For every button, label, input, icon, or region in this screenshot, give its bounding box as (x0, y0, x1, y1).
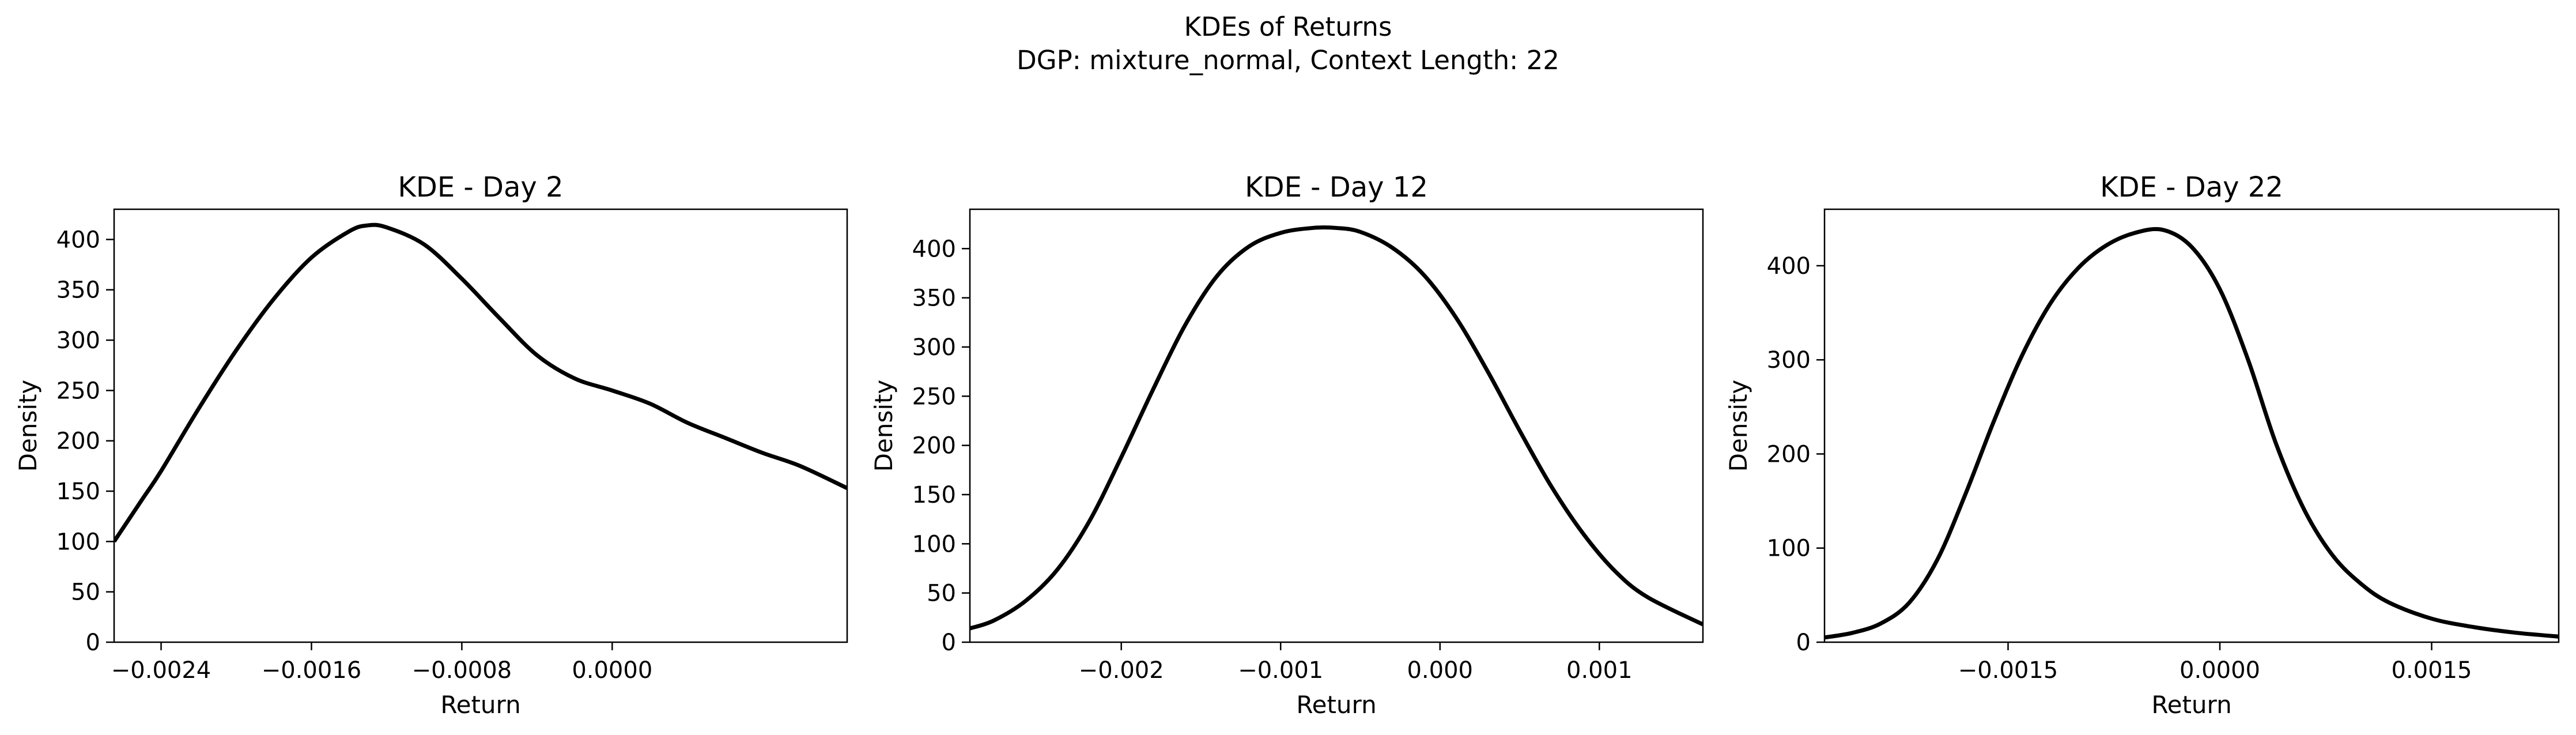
x-tick-label: 0.001 (1566, 657, 1633, 684)
y-axis-label: Density (1724, 380, 1752, 472)
x-tick-label: −0.0016 (262, 657, 361, 684)
y-tick-label: 250 (56, 378, 100, 404)
axes-frame-2 (1823, 208, 2560, 643)
x-tick-label: 0.0015 (2392, 657, 2472, 684)
y-tick-label: 300 (912, 334, 956, 361)
y-tick-label: 350 (56, 277, 100, 304)
kde-panel-day-12: KDE - Day 12 −0.002 −0.001 0.000 0.001 0 50 100… (870, 171, 1704, 719)
x-tick-label: 0.000 (1407, 657, 1473, 684)
y-tick-label: 300 (1767, 347, 1811, 374)
kde-panel-day-22: KDE - Day 22 −0.0015 0.0000 0.0015 0 100 200 30… (1724, 171, 2560, 719)
panel-title-2: KDE - Day 22 (2100, 171, 2283, 203)
panel-title-0: KDE - Day 2 (398, 171, 563, 203)
y-axis-label: Density (870, 380, 898, 472)
y-tick-label: 200 (1767, 441, 1811, 468)
x-axis-label: Return (1296, 691, 1376, 719)
y-tick-label: 150 (56, 478, 100, 505)
axes-frame-1 (969, 208, 1704, 643)
y-axis-label: Density (14, 380, 42, 472)
y-tick-label: 150 (912, 482, 956, 508)
y-tick-label: 250 (912, 383, 956, 410)
y-tick-label: 0 (1796, 630, 1811, 656)
x-axis-label: Return (440, 691, 520, 719)
x-tick-label: 0.0000 (572, 657, 652, 684)
figure-title-line2: DGP: mixture_normal, Context Length: 22 (1017, 45, 1559, 76)
x-axis-label: Return (2151, 691, 2231, 719)
y-tick-label: 0 (942, 630, 956, 656)
y-tick-label: 400 (1767, 253, 1811, 280)
y-tick-label: 100 (1767, 536, 1811, 562)
panel-title-1: KDE - Day 12 (1245, 171, 1428, 203)
y-tick-label: 400 (56, 227, 100, 253)
y-tick-label: 100 (56, 529, 100, 555)
x-tick-label: −0.002 (1079, 657, 1164, 684)
x-tick-label: −0.001 (1238, 657, 1323, 684)
x-tick-label: −0.0024 (111, 657, 211, 684)
y-tick-label: 200 (56, 428, 100, 455)
kde-panel-day-2: KDE - Day 2 −0.0024 −0.0016 −0.0008 0.0000 0 5… (14, 171, 848, 719)
y-tick-label: 200 (912, 433, 956, 459)
kde-curve-1 (970, 225, 1703, 631)
kde-curve-2 (1825, 227, 2559, 640)
kde-curve-0 (114, 223, 847, 543)
y-tick-label: 50 (71, 579, 100, 606)
y-tick-label: 350 (912, 285, 956, 312)
y-tick-label: 400 (912, 236, 956, 262)
y-tick-label: 0 (86, 630, 100, 656)
y-tick-label: 300 (56, 327, 100, 354)
y-tick-label: 50 (927, 581, 956, 607)
x-tick-label: −0.0008 (412, 657, 512, 684)
y-tick-label: 100 (912, 531, 956, 557)
axes-frame-0 (113, 208, 848, 643)
x-tick-label: −0.0015 (1958, 657, 2058, 684)
figure-title-line1: KDEs of Returns (1184, 12, 1392, 42)
x-tick-label: 0.0000 (2180, 657, 2260, 684)
